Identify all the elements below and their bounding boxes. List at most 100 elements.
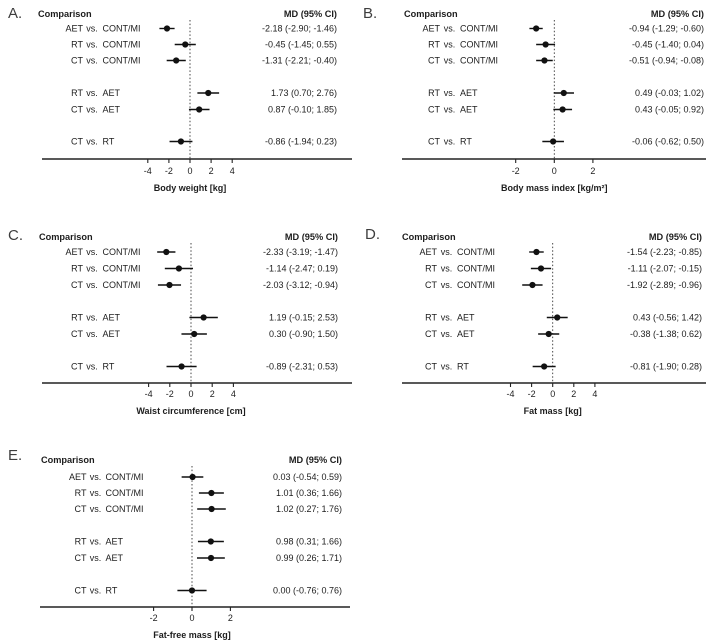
comparison-right-treatment: AET	[103, 88, 121, 98]
comparison-left-treatment: CT	[428, 105, 440, 115]
forest-row: RT vs. CONT/MI -1.11 (-2.07; -0.15)	[425, 264, 702, 274]
comparison-left-treatment: CT	[425, 362, 437, 372]
forest-row: CT vs. AET -0.38 (-1.38; 0.62)	[425, 329, 702, 339]
comparison-left-treatment: AET	[65, 24, 83, 34]
comparison-vs-label: vs.	[444, 105, 456, 115]
md-ci-value: -2.03 (-3.12; -0.94)	[263, 280, 338, 290]
comparison-vs-label: vs.	[441, 313, 453, 323]
comparison-vs-label: vs.	[86, 329, 98, 339]
comparison-vs-label: vs.	[90, 586, 102, 596]
comparison-left-treatment: RT	[71, 88, 83, 98]
point-estimate-marker	[205, 89, 212, 97]
comparison-column-header: Comparison	[402, 232, 456, 242]
comparison-vs-label: vs.	[444, 24, 456, 34]
effect-column-header: MD (95% CI)	[649, 232, 702, 242]
comparison-vs-label: vs.	[444, 56, 456, 66]
comparison-right-treatment: CONT/MI	[103, 247, 141, 257]
md-ci-value: 0.03 (-0.54; 0.59)	[273, 472, 342, 482]
x-axis-tick-label: 4	[230, 166, 235, 176]
comparison-right-treatment: CONT/MI	[103, 40, 141, 50]
x-axis-tick-label: 0	[550, 389, 555, 399]
forest-row: CT vs. CONT/MI -2.03 (-3.12; -0.94)	[71, 280, 338, 290]
comparison-vs-label: vs.	[86, 56, 98, 66]
forest-row: CT vs. CONT/MI -1.31 (-2.21; -0.40)	[71, 56, 337, 66]
comparison-column-header: Comparison	[404, 9, 458, 19]
md-ci-value: 0.98 (0.31; 1.66)	[276, 537, 342, 547]
point-estimate-marker	[163, 25, 171, 32]
point-estimate-marker	[200, 314, 207, 321]
comparison-right-treatment: RT	[460, 137, 472, 147]
md-ci-value: -2.33 (-3.19; -1.47)	[263, 247, 338, 257]
forest-row: CT vs. RT -0.06 (-0.62; 0.50)	[428, 137, 704, 147]
comparison-right-treatment: CONT/MI	[457, 264, 495, 274]
x-axis-tick-label: -2	[512, 166, 520, 176]
point-estimate-marker	[545, 330, 552, 338]
forest-row: RT vs. AET 0.43 (-0.56; 1.42)	[425, 313, 702, 323]
x-axis-tick-label: 2	[590, 166, 595, 176]
x-axis-tick-label: 4	[231, 389, 236, 399]
point-estimate-marker	[529, 281, 536, 289]
comparison-left-treatment: RT	[428, 88, 440, 98]
comparison-right-treatment: RT	[106, 586, 118, 596]
x-axis-tick-label: 2	[209, 166, 214, 176]
comparison-column-header: Comparison	[39, 232, 93, 242]
comparison-right-treatment: CONT/MI	[103, 24, 141, 34]
md-ci-value: -1.92 (-2.89; -0.96)	[627, 280, 702, 290]
comparison-left-treatment: CT	[428, 56, 440, 66]
md-ci-value: 0.99 (0.26; 1.71)	[276, 553, 342, 563]
md-ci-value: -2.18 (-2.90; -1.46)	[262, 24, 337, 34]
comparison-vs-label: vs.	[441, 280, 453, 290]
comparison-vs-label: vs.	[86, 313, 98, 323]
point-estimate-marker	[537, 265, 545, 272]
comparison-left-treatment: CT	[71, 137, 83, 147]
panel-letter: B.	[363, 5, 377, 22]
comparison-vs-label: vs.	[86, 247, 98, 257]
point-estimate-marker	[163, 248, 170, 256]
effect-column-header: MD (95% CI)	[289, 455, 342, 465]
forest-row: CT vs. AET 0.30 (-0.90; 1.50)	[71, 329, 338, 339]
point-estimate-marker	[191, 330, 198, 338]
forest-panel-A: A. Comparison MD (95% CI)AET vs. CONT/MI -2.1…	[8, 5, 352, 193]
panel-letter: D.	[365, 226, 380, 243]
comparison-vs-label: vs.	[444, 137, 456, 147]
comparison-right-treatment: RT	[103, 362, 115, 372]
effect-column-header: MD (95% CI)	[651, 9, 704, 19]
forest-row: AET vs. CONT/MI -0.94 (-1.29; -0.60)	[422, 24, 704, 34]
md-ci-value: -0.38 (-1.38; 0.62)	[630, 329, 702, 339]
forest-row: CT vs. CONT/MI 1.02 (0.27; 1.76)	[75, 504, 343, 514]
point-estimate-marker	[208, 505, 215, 513]
comparison-vs-label: vs.	[86, 88, 98, 98]
point-estimate-marker	[189, 473, 196, 481]
point-estimate-marker	[175, 265, 183, 272]
comparison-vs-label: vs.	[90, 504, 102, 514]
forest-row: RT vs. CONT/MI -1.14 (-2.47; 0.19)	[71, 264, 338, 274]
forest-row: RT vs. AET 0.49 (-0.03; 1.02)	[428, 88, 704, 98]
comparison-left-treatment: RT	[428, 40, 440, 50]
x-axis-tick-label: -2	[165, 166, 173, 176]
comparison-right-treatment: RT	[103, 137, 115, 147]
point-estimate-marker	[182, 41, 189, 48]
forest-row: CT vs. AET 0.99 (0.26; 1.71)	[75, 553, 343, 563]
md-ci-value: 0.43 (-0.56; 1.42)	[633, 313, 702, 323]
comparison-right-treatment: CONT/MI	[103, 264, 141, 274]
point-estimate-marker	[178, 363, 185, 370]
comparison-left-treatment: CT	[71, 56, 83, 66]
x-axis-title: Body weight [kg]	[154, 183, 227, 193]
comparison-right-treatment: CONT/MI	[460, 56, 498, 66]
comparison-vs-label: vs.	[86, 264, 98, 274]
comparison-left-treatment: RT	[71, 264, 83, 274]
forest-row: CT vs. RT -0.86 (-1.94; 0.23)	[71, 137, 337, 147]
comparison-vs-label: vs.	[444, 40, 456, 50]
comparison-left-treatment: CT	[75, 586, 87, 596]
x-axis-tick-label: -2	[166, 389, 174, 399]
forest-row: CT vs. AET 0.43 (-0.05; 0.92)	[428, 105, 704, 115]
comparison-left-treatment: CT	[71, 105, 83, 115]
comparison-left-treatment: CT	[428, 137, 440, 147]
comparison-left-treatment: RT	[75, 488, 87, 498]
comparison-vs-label: vs.	[90, 537, 102, 547]
effect-column-header: MD (95% CI)	[284, 9, 337, 19]
x-axis-title: Fat mass [kg]	[524, 406, 582, 416]
comparison-right-treatment: CONT/MI	[106, 472, 144, 482]
comparison-vs-label: vs.	[86, 137, 98, 147]
